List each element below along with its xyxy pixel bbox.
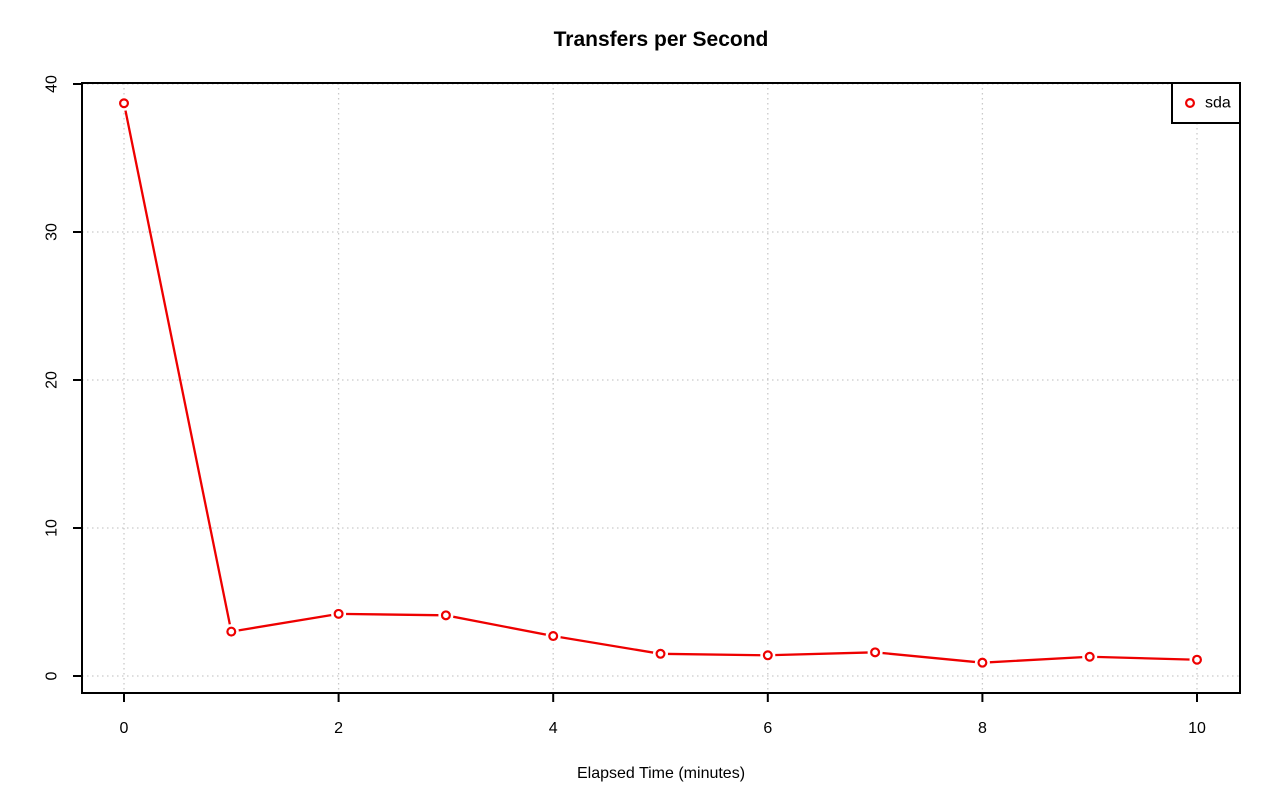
series-markers-sda [116, 95, 1205, 671]
svg-text:2: 2 [334, 720, 343, 737]
legend-label: sda [1205, 95, 1231, 112]
y-axis-ticks [73, 83, 82, 677]
svg-text:4: 4 [549, 720, 558, 737]
svg-text:0: 0 [44, 671, 61, 680]
h-gridlines [82, 83, 1240, 677]
legend-marker-icon [1184, 97, 1195, 108]
v-gridlines [123, 83, 1198, 693]
y-tick-labels: 0 10 20 30 40 [44, 75, 61, 680]
x-axis-ticks [123, 693, 1198, 702]
svg-text:40: 40 [44, 75, 61, 93]
chart-title: Transfers per Second [553, 28, 769, 51]
svg-text:30: 30 [44, 223, 61, 241]
legend-box [1171, 82, 1241, 124]
legend: sda [1171, 82, 1241, 124]
svg-text:10: 10 [44, 519, 61, 537]
x-tick-labels: 0 2 4 6 8 10 [120, 720, 1206, 737]
svg-text:10: 10 [1188, 720, 1206, 737]
svg-text:6: 6 [763, 720, 772, 737]
svg-text:0: 0 [120, 720, 129, 737]
series-line-sda [122, 103, 1198, 664]
svg-text:20: 20 [44, 371, 61, 389]
svg-text:8: 8 [978, 720, 987, 737]
x-axis-title: Elapsed Time (minutes) [576, 765, 746, 782]
plot-border [81, 82, 1241, 694]
